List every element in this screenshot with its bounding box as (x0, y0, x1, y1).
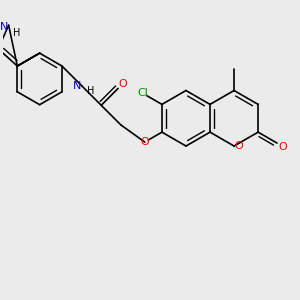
Text: O: O (279, 142, 287, 152)
Text: O: O (140, 137, 149, 147)
Text: O: O (118, 79, 127, 88)
Text: N: N (0, 22, 8, 32)
Text: N: N (72, 81, 81, 91)
Text: H: H (13, 28, 20, 38)
Text: Cl: Cl (138, 88, 148, 98)
Text: H: H (87, 85, 94, 96)
Text: O: O (235, 141, 243, 151)
